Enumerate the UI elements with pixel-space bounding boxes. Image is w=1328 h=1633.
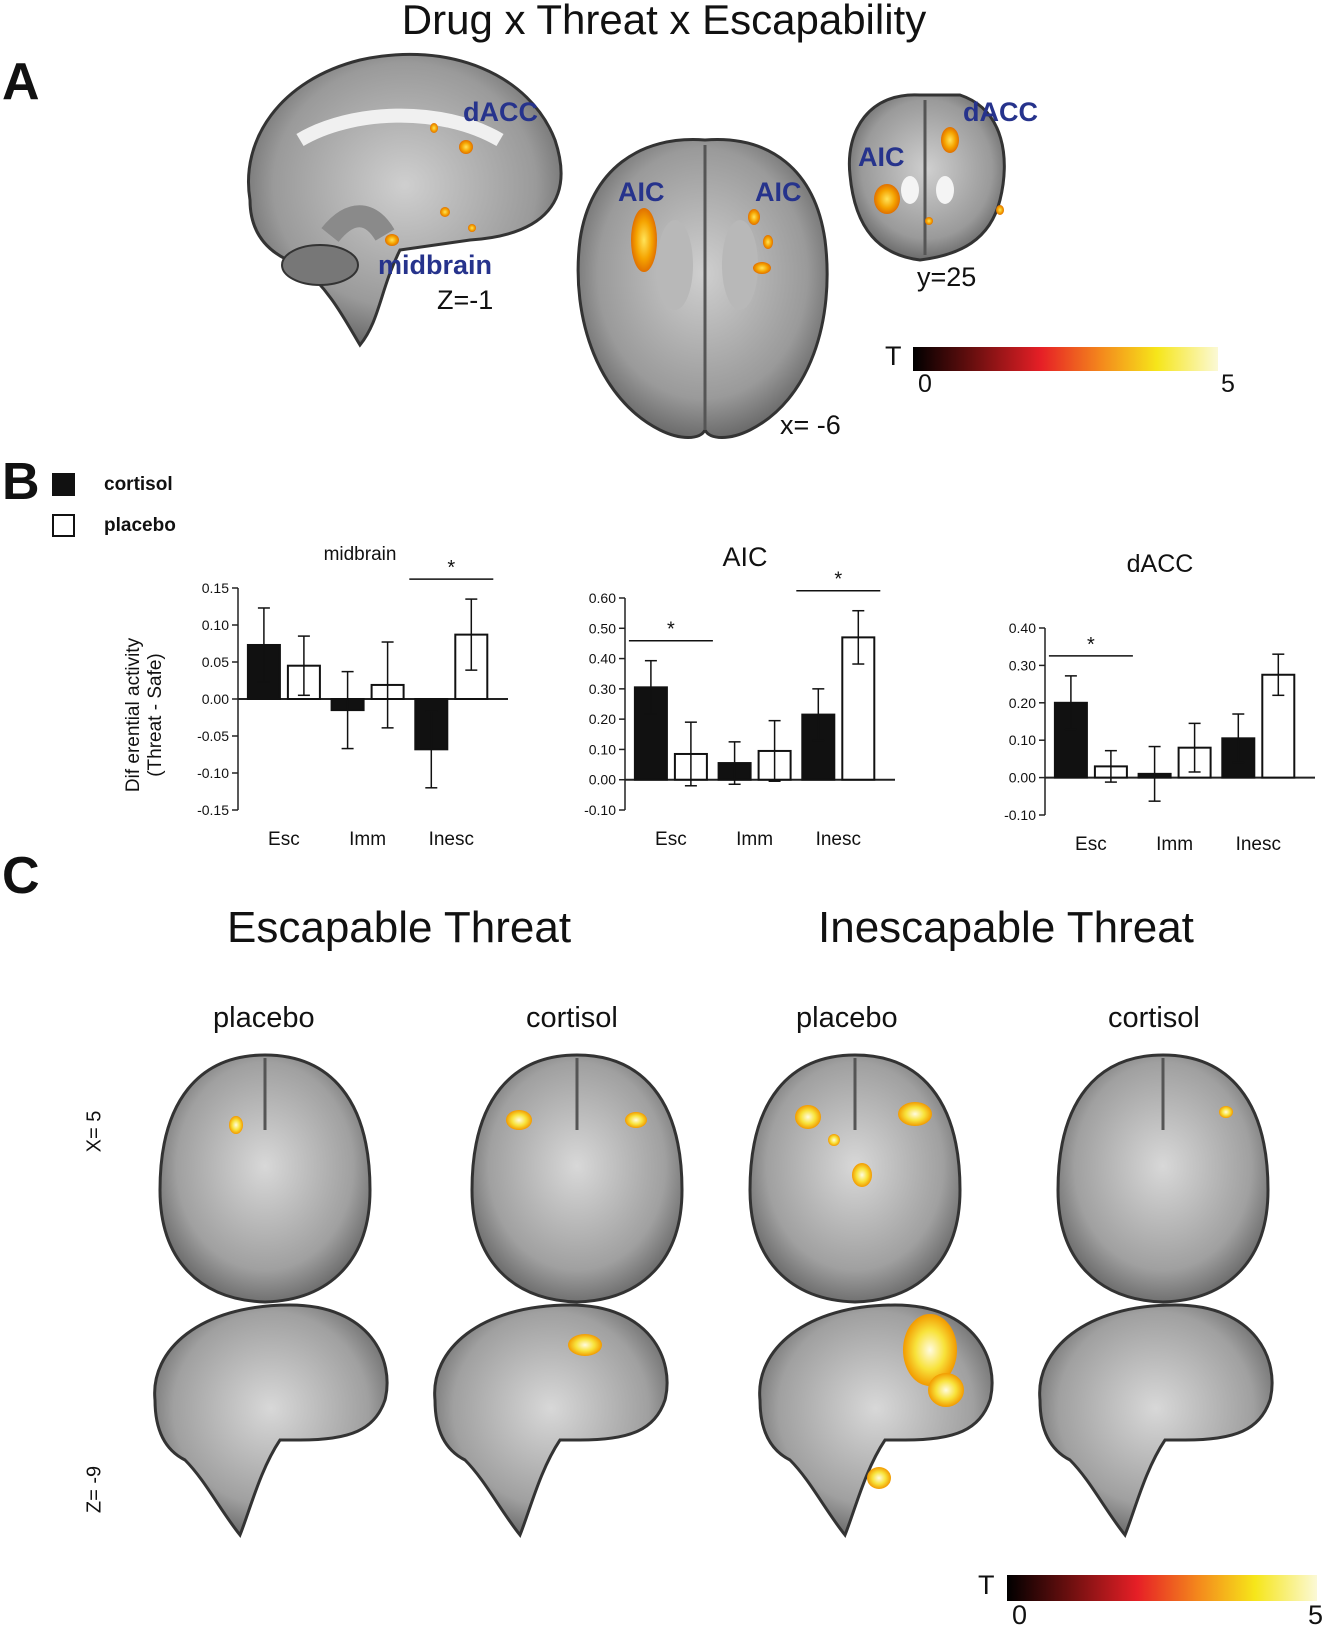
sagittal-label-midbrain: midbrain: [378, 250, 493, 280]
axial-label-aic-left: AIC: [618, 177, 665, 207]
y-tick-label: 0.20: [1009, 695, 1036, 711]
chart-title-dacc: dACC: [1126, 550, 1194, 578]
colorbar-c-max: 5: [1308, 1600, 1324, 1630]
significance-star: *: [447, 560, 455, 579]
y-tick-label: 0.40: [589, 651, 616, 667]
activation-blob: [874, 127, 1004, 225]
condition-label-inesc-placebo: placebo: [796, 1002, 898, 1034]
panel-a-brain-images: [247, 52, 1006, 439]
y-tick-label: 0.05: [202, 654, 229, 670]
x-category-label: Esc: [1075, 834, 1107, 855]
y-tick-label: -0.10: [1004, 807, 1036, 823]
activation-blob: [568, 1314, 964, 1489]
condition-label-esc-placebo: placebo: [213, 1002, 315, 1034]
panel-letter-a: A: [2, 53, 40, 111]
panel-letter-b: B: [2, 453, 40, 511]
bar-charts: 0.15 0.10 0.05 0.00 -0.05 -0.10 -0.15 Esc Imm Ine…: [197, 560, 1315, 855]
x-category-label: Inesc: [1236, 834, 1281, 855]
sagittal-slice-esc-placebo: [153, 1303, 389, 1538]
chart-title-midbrain: midbrain: [323, 544, 397, 565]
axial-slice-esc-placebo: [158, 1053, 372, 1304]
x-category-label: Inesc: [816, 829, 861, 850]
significance-star: *: [667, 619, 675, 641]
colorbar-a: [913, 347, 1218, 371]
panel-letter-c: C: [2, 847, 40, 905]
significance-star: *: [1087, 634, 1095, 656]
y-tick-label: -0.05: [197, 728, 229, 744]
y-tick-label: 0.10: [589, 741, 616, 757]
legend-label-cortisol: cortisol: [104, 474, 173, 495]
axial-label-aic-right: AIC: [755, 177, 802, 207]
sagittal-slice-inesc-placebo: [758, 1303, 994, 1538]
y-tick-label: 0.00: [589, 772, 616, 788]
y-tick-label: 0.00: [1009, 770, 1036, 786]
y-tick-label: 0.30: [1009, 657, 1036, 673]
legend-swatch-placebo: [52, 514, 75, 537]
chart-title-aic: AIC: [722, 542, 768, 572]
x-category-label: Imm: [736, 829, 773, 850]
activation-blob: [385, 123, 476, 246]
activation-blob: [229, 1102, 1233, 1187]
figure-title: Drug x Threat x Escapability: [401, 0, 927, 43]
x-category-label: Imm: [1156, 834, 1193, 855]
y-tick-label: 0.20: [589, 711, 616, 727]
axial-coordinate: x= -6: [780, 410, 841, 440]
condition-label-inesc-cortisol: cortisol: [1108, 1002, 1200, 1034]
y-tick-label: 0.00: [202, 691, 229, 707]
sagittal-brain-slice: [247, 52, 563, 348]
y-tick-label: 0.60: [589, 590, 616, 606]
sagittal-coordinate: Z=-1: [437, 285, 494, 315]
y-tick-label: -0.15: [197, 802, 229, 818]
coronal-label-aic: AIC: [858, 142, 905, 172]
legend-label-placebo: placebo: [104, 515, 176, 536]
panel-c-brain-images: [153, 1053, 1274, 1538]
coronal-label-dacc: dACC: [963, 97, 1038, 127]
x-category-label: Esc: [268, 829, 300, 850]
coronal-brain-slice: [847, 93, 1006, 262]
sagittal-slice-esc-cortisol: [433, 1303, 669, 1538]
y-tick-label: 0.10: [202, 617, 229, 633]
y-tick-label: -0.10: [584, 802, 616, 818]
y-tick-label: 0.40: [1009, 620, 1036, 636]
condition-label-esc-cortisol: cortisol: [526, 1002, 618, 1034]
group-title-inescapable: Inescapable Threat: [818, 903, 1194, 952]
group-title-escapable: Escapable Threat: [227, 903, 572, 952]
sagittal-label-dacc: dACC: [463, 97, 538, 127]
legend-swatch-cortisol: [52, 473, 75, 496]
y-tick-label: -0.10: [197, 765, 229, 781]
y-tick-label: 0.50: [589, 620, 616, 636]
axial-slice-inesc-cortisol: [1056, 1053, 1270, 1304]
x-category-label: Inesc: [429, 829, 474, 850]
significance-star: *: [834, 569, 842, 591]
y-tick-label: 0.10: [1009, 732, 1036, 748]
x-category-label: Imm: [349, 829, 386, 850]
y-tick-label: 0.15: [202, 580, 229, 596]
activation-blob: [631, 208, 773, 274]
colorbar-a-min: 0: [918, 370, 932, 398]
coronal-coordinate: y=25: [917, 262, 977, 292]
x-category-label: Esc: [655, 829, 687, 850]
sagittal-slice-inesc-cortisol: [1038, 1303, 1274, 1538]
axial-slice-esc-cortisol: [470, 1053, 684, 1304]
colorbar-c: [1007, 1575, 1317, 1601]
colorbar-a-max: 5: [1221, 370, 1235, 398]
y-tick-label: 0.30: [589, 681, 616, 697]
colorbar-c-label: T: [978, 1570, 995, 1600]
colorbar-a-label: T: [885, 341, 902, 371]
colorbar-c-min: 0: [1012, 1600, 1028, 1630]
